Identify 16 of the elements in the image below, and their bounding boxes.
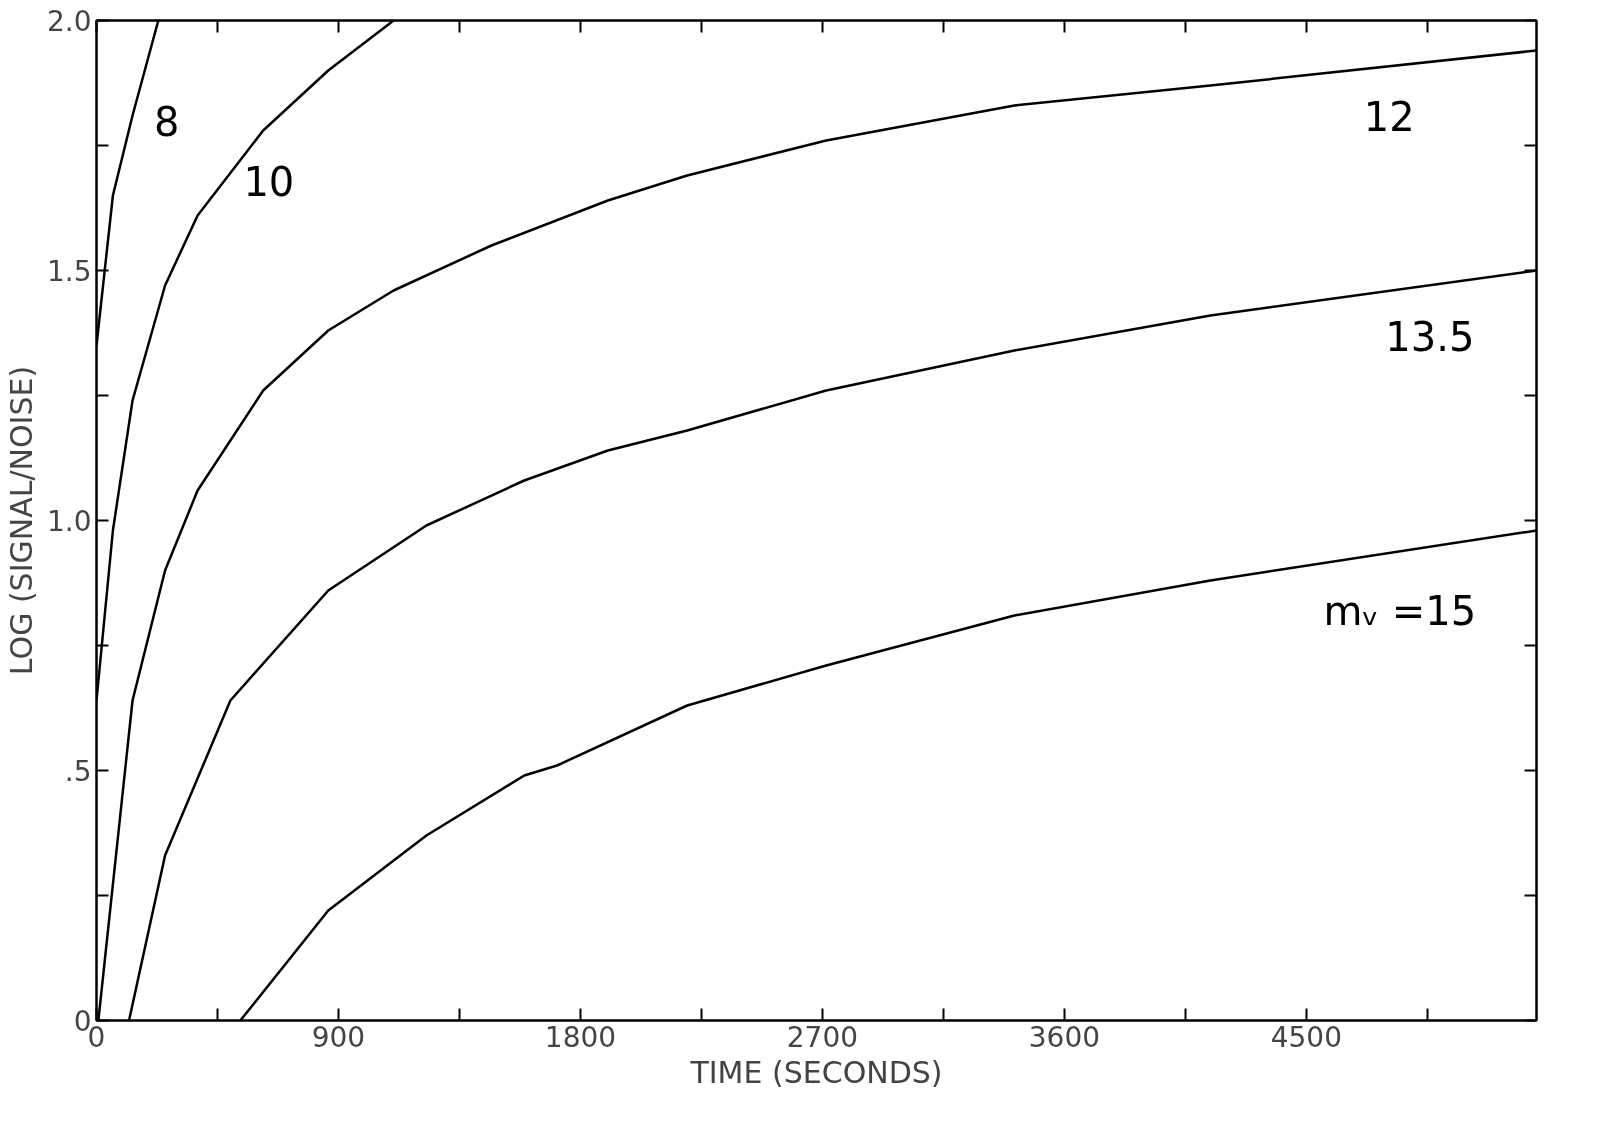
y-tick-label: 2.0 xyxy=(46,5,92,38)
x-tick-label: 900 xyxy=(311,1020,366,1054)
x-axis-title: TIME (SECONDS) xyxy=(689,1054,943,1090)
x-tick-label: 3600 xyxy=(1028,1020,1101,1054)
y-axis-title: LOG (SIGNAL/NOISE) xyxy=(3,365,39,676)
series-label: 13.5 xyxy=(1385,313,1475,360)
x-tick-label: 2700 xyxy=(786,1020,859,1054)
x-tick-label: 4500 xyxy=(1270,1020,1342,1054)
series-label: 10 xyxy=(243,158,295,205)
y-tick-label: 1.0 xyxy=(46,505,92,538)
series-label: 8 xyxy=(154,98,180,145)
x-tick-label: 1800 xyxy=(544,1020,617,1054)
y-tick-label: 1.5 xyxy=(46,255,92,288)
series-label: mᵥ =15 xyxy=(1323,587,1477,634)
y-tick-label: .5 xyxy=(64,755,92,788)
series-label: 12 xyxy=(1363,93,1415,140)
